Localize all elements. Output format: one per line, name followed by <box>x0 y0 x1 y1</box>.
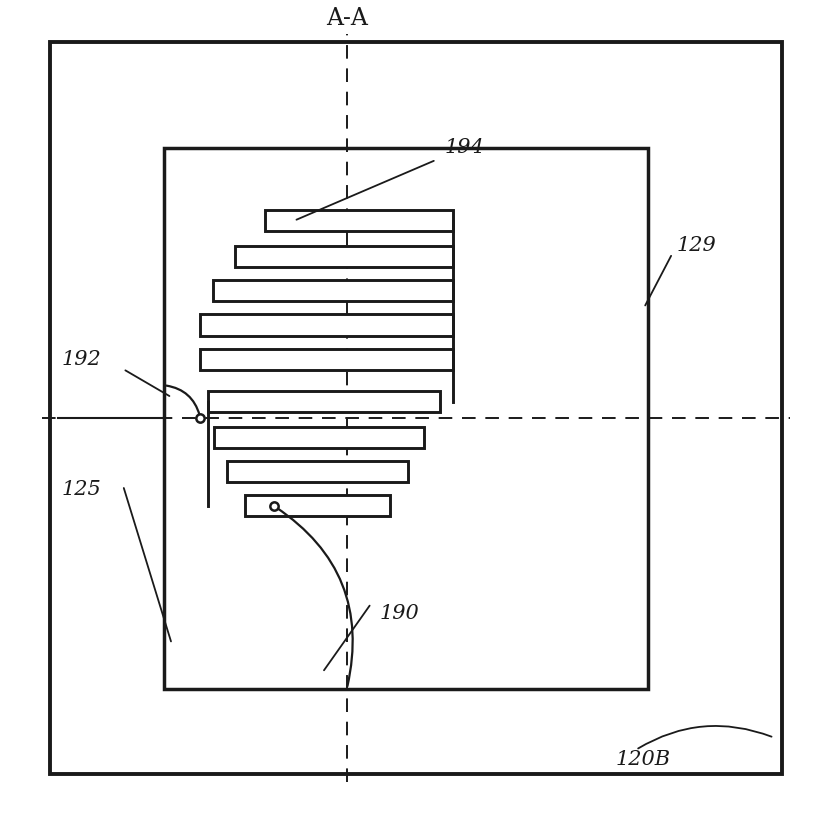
Text: 120B: 120B <box>616 750 671 769</box>
Bar <box>212 280 453 302</box>
Bar <box>227 461 408 482</box>
Text: A-A: A-A <box>326 7 368 29</box>
Text: 192: 192 <box>62 350 102 368</box>
Bar <box>265 210 453 231</box>
Bar <box>201 349 453 370</box>
Bar <box>245 495 390 516</box>
Text: 125: 125 <box>62 480 102 499</box>
Bar <box>209 391 440 412</box>
Bar <box>164 148 648 689</box>
Bar <box>201 315 453 336</box>
Bar <box>235 246 453 267</box>
Bar <box>214 427 424 448</box>
Text: 129: 129 <box>676 236 716 255</box>
Text: 194: 194 <box>444 138 484 157</box>
Text: 190: 190 <box>379 604 419 623</box>
